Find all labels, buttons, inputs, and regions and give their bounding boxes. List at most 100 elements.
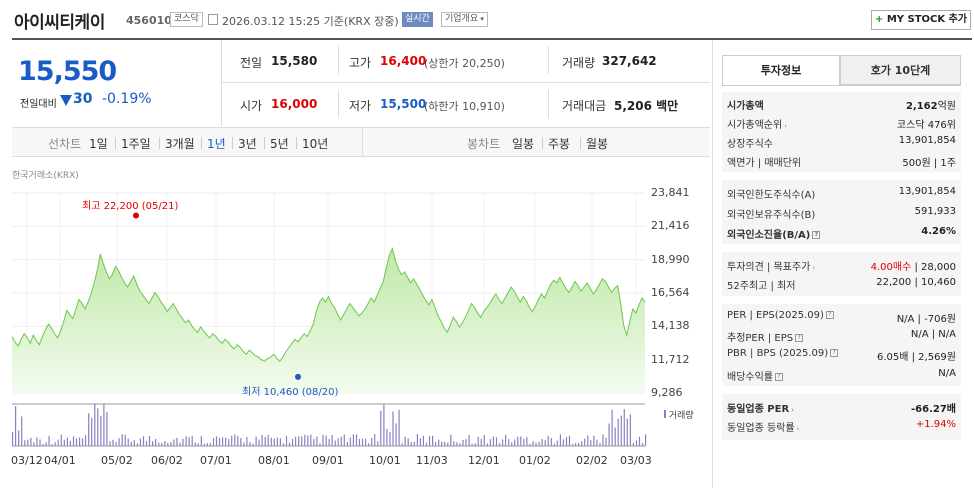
max-point xyxy=(133,212,139,219)
industry-per-label: 동일업종 PER › xyxy=(727,400,794,415)
volume-bar xyxy=(477,436,479,446)
volume-bar xyxy=(307,435,309,446)
volume-bar xyxy=(380,410,382,446)
x-tick-label: 01/02 xyxy=(519,454,551,467)
volume-bar xyxy=(310,434,312,446)
volume-bar xyxy=(279,438,281,446)
volume-bar xyxy=(365,438,367,446)
candle-0[interactable]: 일봉 xyxy=(512,137,535,151)
help-icon[interactable]: ? xyxy=(830,349,839,357)
volume-bar xyxy=(75,438,78,446)
volume-bar xyxy=(355,434,358,446)
volume-bar xyxy=(623,408,625,446)
volume-bar xyxy=(629,414,631,446)
volume-bar xyxy=(118,438,120,446)
volume-bar xyxy=(495,437,498,446)
stats-col-divider xyxy=(548,90,549,118)
period-1[interactable]: 1주일 xyxy=(121,137,151,151)
period-0[interactable]: 1일 xyxy=(89,137,108,151)
info-box-1 xyxy=(722,92,961,172)
period-2[interactable]: 3개월 xyxy=(165,137,195,151)
volume-bar xyxy=(322,434,324,446)
volume-bar xyxy=(200,435,202,446)
foreign-ratio-value: 4.26% xyxy=(921,226,956,237)
period-4[interactable]: 3년 xyxy=(238,137,257,151)
tab-order-book[interactable]: 호가 10단계 xyxy=(840,55,961,85)
volume-bar xyxy=(410,442,412,446)
volume-bar xyxy=(85,435,87,446)
volume-bar xyxy=(614,427,616,446)
live-button[interactable]: 실시간 xyxy=(402,12,433,27)
volume-bar xyxy=(206,443,208,446)
market-cap-number: 2,162 xyxy=(905,101,938,112)
par-value: 500원 | 1주 xyxy=(902,158,956,169)
volume-bar xyxy=(100,415,102,446)
pbr-label-text: PBR | BPS (2025.09) xyxy=(727,348,829,359)
volume-bar xyxy=(225,437,227,446)
volume-bar xyxy=(228,439,230,446)
volume-bar xyxy=(334,440,336,446)
change-value: 30 xyxy=(73,91,93,107)
volume-bar xyxy=(386,429,388,446)
volume-bar xyxy=(416,434,418,446)
market-badge: 코스닥 xyxy=(170,12,203,27)
help-icon[interactable]: ? xyxy=(825,311,834,319)
candle-1[interactable]: 주봉 xyxy=(548,137,571,151)
volume-bar xyxy=(398,409,400,446)
volume-bar xyxy=(15,406,17,446)
help-icon[interactable]: ? xyxy=(812,231,821,239)
volume-bar xyxy=(605,437,607,446)
stock-code: 456010 xyxy=(126,14,172,27)
prev-close-value: 15,580 xyxy=(271,54,318,68)
calendar-icon xyxy=(208,14,218,25)
est-per-label: 추정PER | EPS? xyxy=(727,329,804,344)
volume-bar xyxy=(158,442,160,446)
help-icon[interactable]: ? xyxy=(795,334,804,342)
volume-bar xyxy=(72,436,75,446)
period-6[interactable]: 10년 xyxy=(302,137,329,151)
period-5[interactable]: 5년 xyxy=(270,137,289,151)
volume-bar xyxy=(203,443,205,446)
price-line xyxy=(11,246,646,362)
x-tick-label: 07/01 xyxy=(200,454,232,467)
rank-label: 시가총액순위 › xyxy=(727,116,787,131)
volume-bar xyxy=(529,443,531,446)
volume-bar xyxy=(60,434,62,446)
volume-bar xyxy=(419,438,421,446)
foreign-limit-label: 외국인한도주식수(A) xyxy=(727,190,816,201)
help-icon[interactable]: ? xyxy=(775,373,783,381)
volume-bar xyxy=(152,441,154,446)
period-separator xyxy=(115,137,116,149)
volume-bar xyxy=(599,443,601,446)
period-3[interactable]: 1년 xyxy=(207,137,226,151)
volume-bar xyxy=(626,418,628,446)
datetime-text: 2026.03.12 15:25 기준(KRX 장중) xyxy=(222,15,399,28)
volume-bar xyxy=(459,443,461,446)
opinion-rating: 4.00매수 xyxy=(870,262,912,273)
y-tick-label: 23,841 xyxy=(651,186,690,199)
candle-2[interactable]: 월봉 xyxy=(586,137,609,151)
volume-bar xyxy=(148,436,151,446)
stats-col-divider xyxy=(338,90,339,118)
mystock-add-button[interactable]: + MY STOCK 추가 xyxy=(871,10,971,30)
volume-bar xyxy=(544,440,546,446)
per-value: N/A | -706원 xyxy=(896,314,956,325)
volume-bar xyxy=(127,438,129,446)
volume-bar xyxy=(30,437,32,446)
volume-bar xyxy=(94,404,96,446)
volume-bar xyxy=(596,439,598,446)
company-overview-button[interactable]: 기업개요 ▾ xyxy=(441,12,488,27)
volume-bar xyxy=(21,416,23,446)
tab-investment-info[interactable]: 투자정보 xyxy=(722,55,840,85)
volume-bar xyxy=(444,441,446,446)
overview-label: 기업개요 xyxy=(445,14,479,24)
x-tick-label: 11/03 xyxy=(416,454,448,467)
volume-bar xyxy=(237,435,239,446)
x-tick-label: 06/02 xyxy=(151,454,183,467)
volume-bar xyxy=(377,441,379,446)
volume-legend-swatch xyxy=(664,410,666,418)
volume-bar xyxy=(638,436,641,446)
volume-bar xyxy=(103,404,105,446)
volume-bar xyxy=(167,442,169,446)
volume-bar xyxy=(325,435,327,446)
